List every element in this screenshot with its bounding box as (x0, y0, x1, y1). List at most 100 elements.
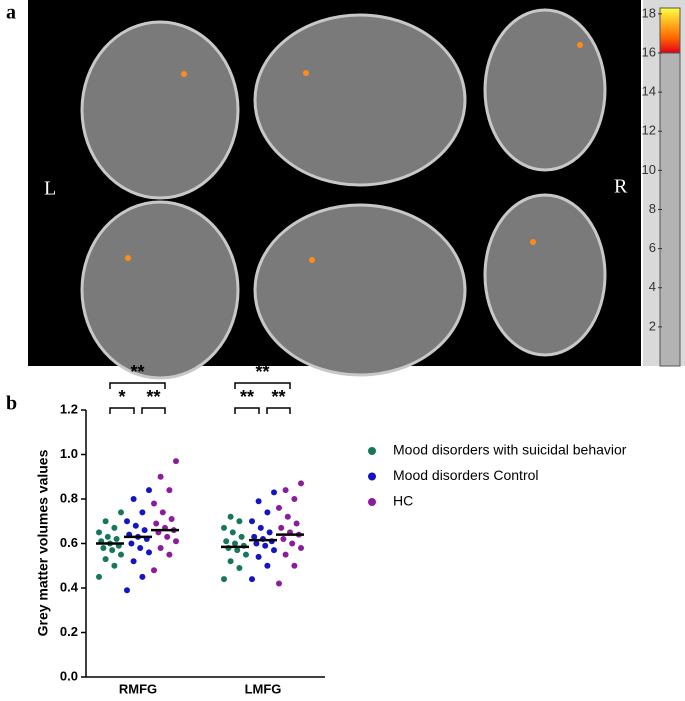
point (166, 551, 173, 558)
legend-label: HC (393, 493, 413, 509)
point (271, 547, 277, 554)
point (278, 524, 285, 531)
colorbar-tick-label: 14 (642, 84, 656, 99)
point (236, 564, 243, 571)
colorbar-tick-label: 12 (642, 123, 656, 138)
point (238, 533, 245, 540)
legend-marker (368, 498, 376, 506)
point (102, 518, 109, 525)
activation (577, 42, 583, 48)
point (111, 524, 118, 531)
significance-bracket (266, 407, 291, 414)
significance-label: * (118, 387, 125, 407)
significance-bracket (109, 407, 135, 414)
point (291, 562, 298, 569)
axial-slice (483, 8, 607, 172)
point (130, 496, 137, 502)
point (141, 527, 148, 534)
significance-bracket (109, 382, 166, 389)
point (124, 518, 130, 525)
point (227, 558, 234, 565)
point (157, 544, 164, 551)
sagittal-slice (253, 13, 467, 187)
colorbar-tick-label: 16 (642, 44, 656, 59)
legend-marker (368, 472, 376, 481)
point (96, 573, 102, 580)
point (157, 473, 164, 480)
significance-label: ** (255, 362, 269, 382)
activations (125, 42, 583, 263)
point (249, 576, 255, 583)
panel-label: a (6, 2, 16, 24)
point (223, 538, 230, 545)
activation (303, 70, 309, 76)
point (111, 562, 118, 569)
legend-label: Mood disorders with suicidal behavior (393, 442, 627, 458)
point (243, 551, 249, 558)
point (221, 576, 227, 583)
point (173, 538, 179, 545)
colorbar-hot (659, 7, 681, 54)
point (298, 544, 304, 551)
y-tick-label: 1.0 (60, 446, 78, 461)
point (271, 489, 277, 496)
activation (309, 257, 315, 263)
x-tick-label: RMFG (119, 681, 157, 696)
colorbar-tick-label: 2 (649, 318, 656, 333)
point (146, 549, 152, 556)
axial-slice (483, 193, 607, 357)
y-tick-label: 0.8 (60, 490, 78, 505)
point (139, 509, 146, 516)
point (282, 487, 289, 494)
point (146, 487, 152, 494)
point (173, 458, 179, 465)
point (153, 520, 160, 527)
point (266, 529, 273, 536)
point (221, 524, 227, 531)
point (130, 558, 137, 565)
point (100, 544, 107, 551)
panel-label: b (6, 393, 17, 415)
point (168, 516, 175, 523)
significance-bracket (234, 382, 291, 389)
point (124, 587, 130, 594)
point (229, 529, 236, 536)
point (118, 509, 124, 516)
coronal-slice (80, 20, 240, 200)
point (118, 551, 124, 558)
y-axis-label: Grey matter volumes values (35, 449, 51, 636)
significance-label: ** (271, 387, 285, 407)
point (139, 573, 146, 580)
point (284, 513, 291, 520)
point (249, 518, 255, 525)
point (166, 487, 173, 494)
y-tick-label: 0.2 (60, 624, 78, 639)
point (104, 533, 111, 540)
y-tick-label: 1.2 (60, 401, 78, 416)
point (264, 509, 271, 516)
colorbar-tick-label: 8 (649, 201, 656, 216)
significance-bracket (141, 407, 166, 414)
significance-bracket (234, 407, 260, 414)
significance-label: ** (240, 387, 254, 407)
point (159, 509, 166, 516)
point (234, 547, 241, 554)
significance-label: ** (146, 387, 160, 407)
point (262, 542, 269, 549)
activation (530, 239, 536, 245)
point (109, 547, 116, 554)
point (291, 496, 298, 502)
coronal-slice (80, 200, 240, 380)
point (151, 567, 157, 574)
side-label: R (614, 176, 628, 198)
colorbar-tick-label: 6 (649, 240, 656, 255)
x-tick-label: LMFG (245, 681, 282, 696)
point (298, 480, 304, 487)
point (276, 504, 282, 511)
legend-label: Mood disorders Control (393, 467, 539, 483)
point (282, 551, 289, 558)
point (289, 540, 296, 547)
point (257, 524, 264, 531)
